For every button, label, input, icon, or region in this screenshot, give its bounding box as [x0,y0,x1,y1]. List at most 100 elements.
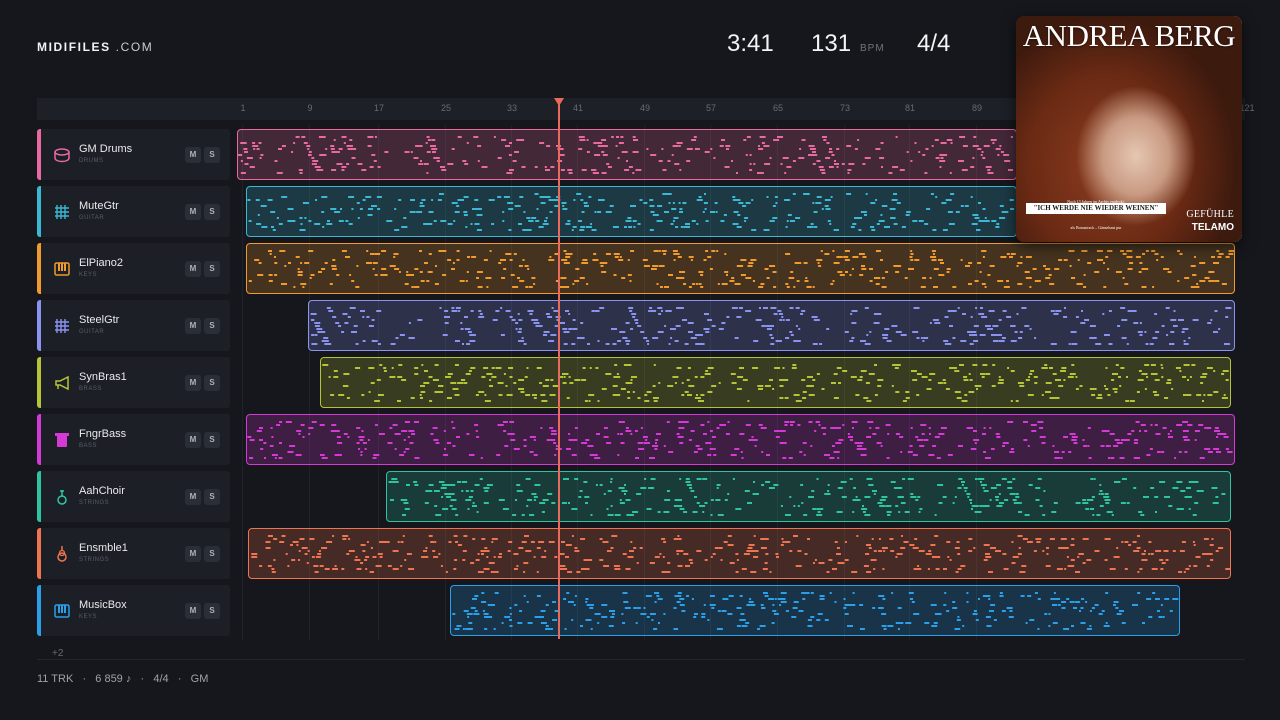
mute-button[interactable]: M [185,147,201,163]
track-name: SynBras1 [79,371,127,383]
solo-button[interactable]: S [204,375,220,391]
track-category: STRINGS [79,500,110,506]
track-category: DRUMS [79,158,104,164]
mute-button[interactable]: M [185,489,201,505]
album-title: GEFÜHLE [1186,209,1234,220]
track-color-stripe [37,357,41,408]
mute-button[interactable]: M [185,432,201,448]
track-category: KEYS [79,614,98,620]
solo-button[interactable]: S [204,261,220,277]
track-lane[interactable] [246,243,1235,294]
track-notes [248,250,1234,288]
track-header[interactable]: FngrBass BASS M S [37,414,230,465]
track-color-stripe [37,585,41,636]
grid-line [976,125,977,640]
track-category: GUITAR [79,215,105,221]
ruler-bar-label: 49 [639,103,651,113]
track-lane[interactable] [320,357,1231,408]
track-header[interactable]: SteelGtr GUITAR M S [37,300,230,351]
track-name: Ensmble1 [79,542,128,554]
grid-line [309,125,310,640]
time-signature: 4/4 [917,30,951,57]
more-tracks-indicator[interactable]: +2 [52,648,64,659]
track-name: GM Drums [79,143,133,155]
track-lane[interactable] [248,528,1231,579]
grid-line [378,125,379,640]
solo-button[interactable]: S [204,204,220,220]
track-header[interactable]: MusicBox KEYS M S [37,585,230,636]
track-lane[interactable] [246,186,1017,237]
horn-icon [53,374,71,392]
track-name: AahChoir [79,485,125,497]
track-notes [322,364,1229,402]
drum-icon [53,146,71,164]
mute-button[interactable]: M [185,204,201,220]
track-name: MuteGtr [79,200,119,212]
track-header[interactable]: MuteGtr GUITAR M S [37,186,230,237]
ruler-bar-label: 17 [373,103,385,113]
mute-button[interactable]: M [185,318,201,334]
track-color-stripe [37,186,41,237]
playhead[interactable] [558,100,560,639]
solo-button[interactable]: S [204,318,220,334]
tempo-value: 131 [811,30,852,57]
track-header[interactable]: Ensmble1 STRINGS M S [37,528,230,579]
album-note-top: Nach 13 Jahren im Archiv entdeckt: [1067,199,1125,204]
ruler-bar-label: 121 [1239,103,1255,113]
album-note-bottom: als Bonustrack – Gänsehaut pur [1070,225,1122,230]
track-header[interactable]: AahChoir STRINGS M S [37,471,230,522]
grid-line [577,125,578,640]
track-lane[interactable] [386,471,1231,522]
record-label: TELAMO [1191,222,1234,233]
ruler-bar-label: 89 [971,103,983,113]
track-name: ElPiano2 [79,257,124,269]
solo-button[interactable]: S [204,432,220,448]
ruler-bar-label: 81 [904,103,916,113]
track-category: KEYS [79,272,98,278]
guitar-grid-icon [53,203,71,221]
track-color-stripe [37,528,41,579]
mute-button[interactable]: M [185,546,201,562]
track-header[interactable]: ElPiano2 KEYS M S [37,243,230,294]
grid-line [445,125,446,640]
track-header[interactable]: SynBras1 BRASS M S [37,357,230,408]
bass-icon [53,431,71,449]
track-name: MusicBox [79,599,127,611]
track-color-stripe [37,471,41,522]
ruler-bar-label: 9 [307,103,313,113]
track-lane[interactable] [308,300,1235,351]
track-notes [452,592,1179,630]
mute-button[interactable]: M [185,375,201,391]
track-name: FngrBass [79,428,127,440]
track-lane[interactable] [450,585,1180,636]
track-name: SteelGtr [79,314,120,326]
playhead-marker-icon[interactable] [554,98,564,106]
tempo-unit: BPM [860,43,885,54]
solo-button[interactable]: S [204,603,220,619]
mute-button[interactable]: M [185,603,201,619]
ruler-bar-label: 1 [240,103,246,113]
song-time: 3:41 [727,30,774,57]
ruler-bar-label: 57 [705,103,717,113]
track-notes [251,535,1230,573]
track-color-stripe [37,414,41,465]
track-notes [388,478,1226,516]
track-color-stripe [37,129,41,180]
track-lane[interactable] [237,129,1017,180]
track-category: BRASS [79,386,102,392]
timeline-ruler[interactable]: 1 9 17 25 33 41 49 57 65 73 81 89 121 [37,98,1255,120]
solo-button[interactable]: S [204,489,220,505]
grid-line [242,125,243,640]
album-cover: ANDREA BERG Nach 13 Jahren im Archiv ent… [1016,16,1242,242]
ruler-bar-label: 65 [772,103,784,113]
track-notes [247,193,1015,231]
track-header[interactable]: GM Drums DRUMS M S [37,129,230,180]
track-color-stripe [37,243,41,294]
ruler-bar-label: 25 [440,103,452,113]
track-lane[interactable] [246,414,1235,465]
track-notes [310,307,1232,345]
grid-line [844,125,845,640]
solo-button[interactable]: S [204,147,220,163]
mute-button[interactable]: M [185,261,201,277]
solo-button[interactable]: S [204,546,220,562]
